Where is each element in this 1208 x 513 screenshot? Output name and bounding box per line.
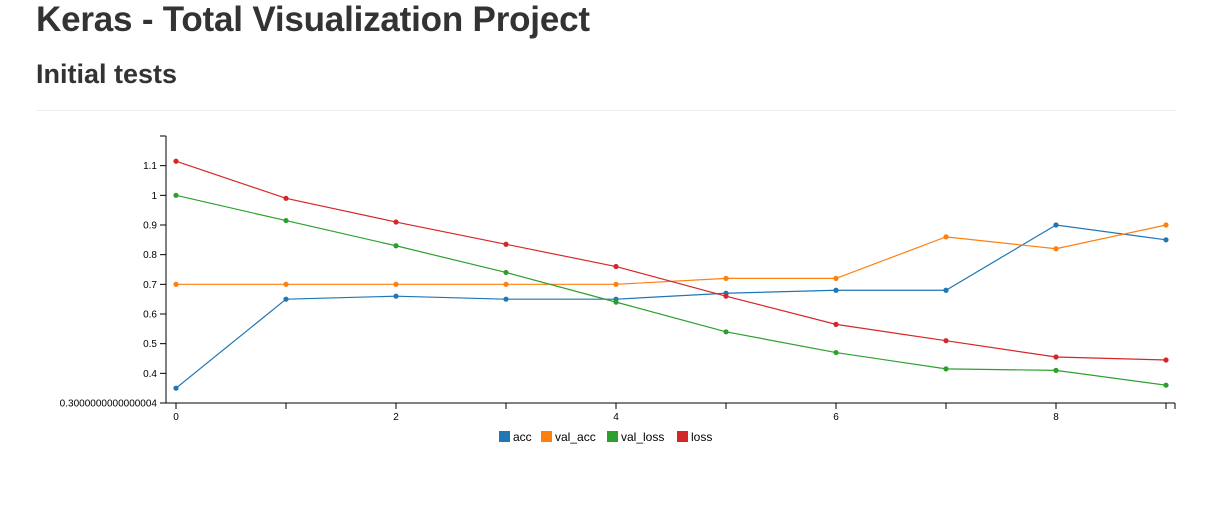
legend-label-val_loss: val_loss — [621, 430, 664, 444]
y-axis: 0.3000000000000004 0.4 0.5 0.6 0.7 0.8 0.9 1 1.1 — [60, 135, 167, 410]
y-tick-label: 0.7 — [143, 280, 157, 291]
data-point-loss — [503, 241, 509, 247]
y-tick-label: 1 — [151, 191, 157, 202]
legend-label-val_acc: val_acc — [555, 430, 596, 444]
data-point-val_acc — [503, 281, 509, 287]
data-point-loss — [1163, 357, 1169, 363]
data-point-val_acc — [1163, 222, 1169, 228]
x-tick-label: 0 — [173, 412, 179, 423]
y-tick-label: 0.6 — [143, 310, 157, 321]
data-point-val_acc — [613, 281, 619, 287]
data-point-loss — [723, 293, 729, 299]
data-point-val_acc — [173, 281, 179, 287]
y-tick-label: 0.5 — [143, 339, 157, 350]
divider — [36, 110, 1176, 111]
data-point-acc — [1053, 222, 1059, 228]
data-point-loss — [613, 263, 619, 270]
data-point-val_loss — [613, 299, 619, 305]
data-point-val_loss — [503, 269, 509, 276]
data-point-val_acc — [393, 281, 399, 287]
series-line-loss — [175, 160, 1167, 361]
y-tick-label: 0.3000000000000004 — [60, 399, 158, 410]
data-point-acc — [833, 287, 839, 293]
data-point-val_loss — [943, 366, 949, 372]
data-point-acc — [393, 293, 399, 299]
series-points — [173, 158, 1169, 391]
data-point-loss — [393, 219, 399, 225]
data-point-loss — [173, 158, 179, 164]
legend: acc val_acc val_loss loss — [499, 430, 712, 444]
data-point-val_acc — [723, 275, 729, 281]
x-tick-label: 8 — [1053, 412, 1059, 423]
data-point-acc — [503, 296, 509, 302]
y-tick-label: 1.1 — [143, 161, 157, 172]
data-point-val_loss — [283, 217, 289, 224]
legend-label-acc: acc — [513, 430, 532, 444]
data-point-val_acc — [283, 281, 289, 287]
series-line-val_loss — [175, 194, 1167, 386]
x-ticks: 0 2 4 6 8 — [173, 403, 1176, 423]
page-title: Keras - Total Visualization Project — [36, 0, 590, 39]
legend-label-loss: loss — [691, 430, 712, 444]
data-point-val_loss — [393, 243, 399, 249]
data-point-val_loss — [723, 329, 729, 335]
series-lines — [175, 160, 1167, 389]
data-point-val_loss — [1163, 382, 1169, 388]
y-tick-label: 0.9 — [143, 221, 157, 232]
data-point-loss — [943, 338, 949, 344]
data-point-loss — [283, 195, 289, 201]
data-point-val_loss — [173, 192, 179, 198]
x-axis: 0 2 4 6 8 — [166, 402, 1176, 423]
page-subtitle: Initial tests — [36, 59, 178, 89]
data-point-acc — [1163, 237, 1169, 243]
data-point-acc — [943, 287, 949, 293]
data-point-loss — [833, 321, 839, 327]
legend-swatch-acc — [499, 431, 510, 442]
data-point-val_loss — [1053, 367, 1059, 373]
x-tick-label: 6 — [833, 412, 839, 423]
data-point-val_acc — [943, 234, 949, 240]
y-tick-label: 0.8 — [143, 250, 157, 261]
x-tick-label: 4 — [613, 412, 619, 423]
data-point-acc — [283, 296, 289, 302]
legend-swatch-loss — [677, 431, 688, 442]
data-point-val_acc — [1053, 246, 1059, 252]
legend-swatch-val_acc — [541, 431, 552, 442]
series-line-val_acc — [176, 224, 1167, 285]
legend-swatch-val_loss — [607, 431, 618, 442]
series-line-acc — [175, 224, 1167, 389]
y-tick-label: 0.4 — [143, 369, 157, 380]
data-point-val_loss — [833, 349, 839, 356]
data-point-acc — [173, 385, 179, 391]
x-tick-label: 2 — [393, 412, 399, 423]
y-ticks: 0.3000000000000004 0.4 0.5 0.6 0.7 0.8 0.9 1 1.1 — [60, 135, 166, 410]
data-point-val_acc — [833, 275, 839, 281]
data-point-loss — [1053, 354, 1059, 360]
